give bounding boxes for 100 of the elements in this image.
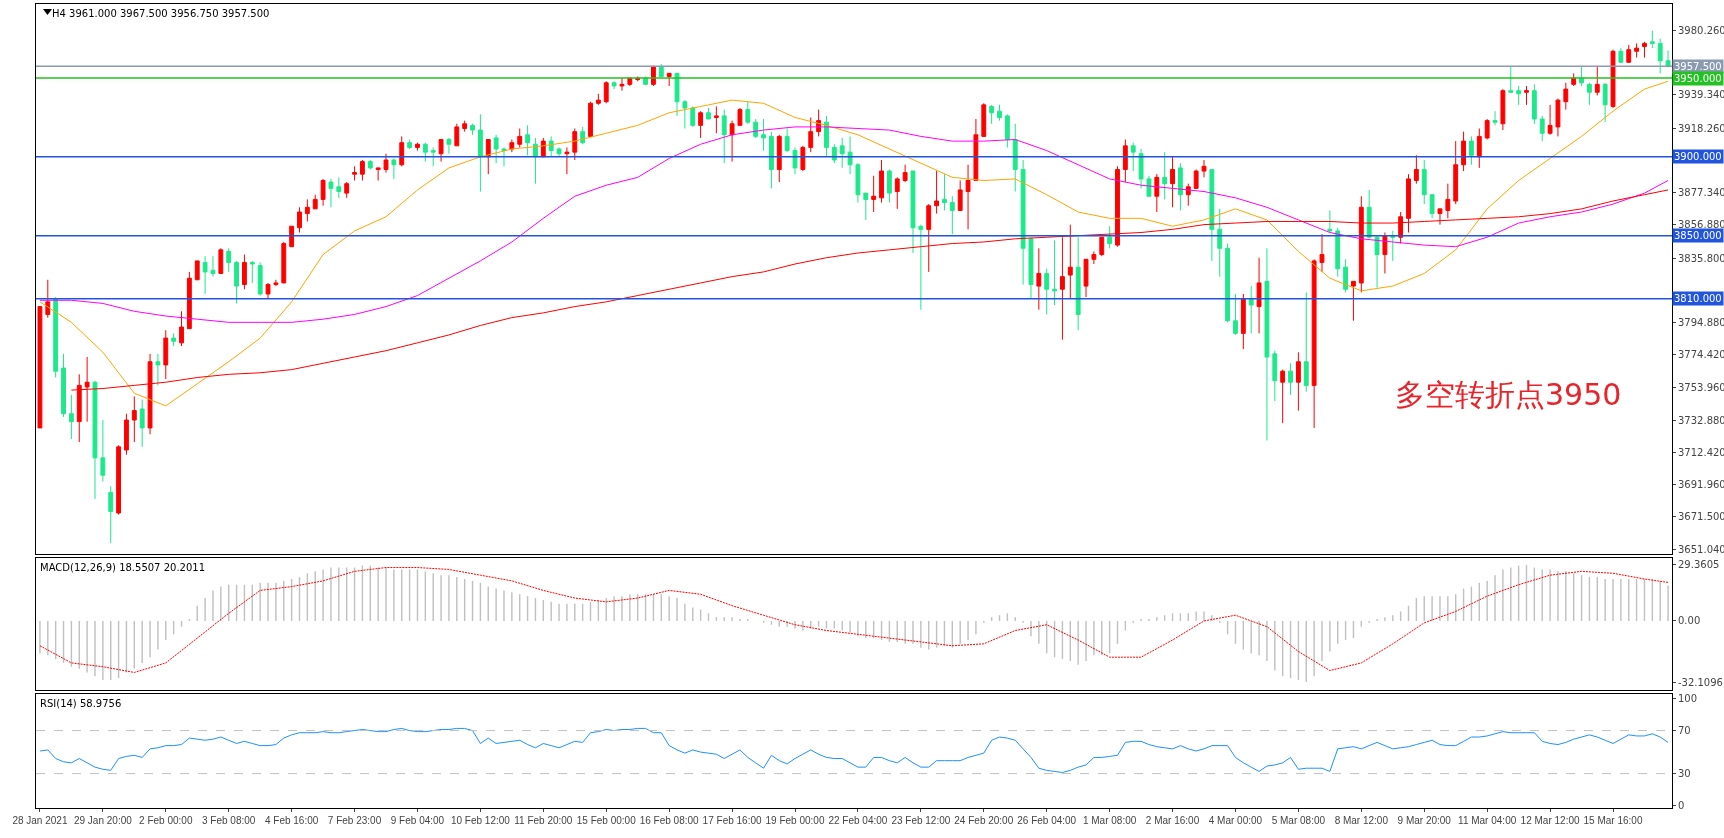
candlestick: [1217, 208, 1223, 278]
candlestick: [194, 260, 200, 281]
candlestick: [784, 128, 790, 153]
candlestick: [375, 167, 381, 181]
candlestick: [249, 260, 255, 284]
candlestick: [721, 109, 727, 164]
candlestick: [1130, 142, 1136, 172]
candlestick: [1248, 285, 1254, 334]
candlestick: [1358, 195, 1364, 293]
candlestick: [761, 118, 766, 152]
candlestick: [1319, 233, 1325, 273]
candlestick: [603, 80, 609, 104]
candlestick: [855, 162, 861, 204]
candlestick: [564, 146, 570, 175]
candlestick: [997, 104, 1002, 122]
candlestick: [698, 110, 704, 139]
candlestick: [422, 142, 428, 163]
candlestick: [61, 353, 66, 418]
candlestick: [1343, 258, 1349, 293]
candlestick: [1209, 168, 1215, 262]
ref-line-label: 3900.000: [1674, 151, 1722, 162]
candlestick: [226, 247, 232, 273]
candlestick: [1642, 41, 1647, 59]
candlestick: [1052, 239, 1057, 306]
candlestick: [792, 146, 798, 175]
x-tick-label: 28 Jan 2021: [12, 815, 68, 826]
candlestick: [1657, 38, 1663, 74]
candlestick: [1044, 268, 1050, 315]
candlestick: [1311, 258, 1317, 429]
candlestick: [407, 139, 413, 150]
candlestick: [352, 165, 357, 181]
candlestick: [588, 101, 593, 137]
candlestick: [470, 123, 475, 136]
candlestick: [800, 145, 806, 172]
x-tick-label: 15 Mar 16:00: [1583, 815, 1643, 826]
candlestick: [1374, 235, 1380, 289]
ref-line-label: 3950.000: [1674, 73, 1722, 84]
candlestick: [1618, 47, 1624, 63]
candlestick: [454, 123, 460, 147]
candlestick: [1461, 131, 1466, 172]
candlestick: [171, 332, 177, 347]
candlestick: [68, 394, 74, 440]
candlestick: [336, 176, 342, 199]
candlestick: [745, 101, 751, 125]
candlestick: [525, 124, 531, 156]
candlestick: [179, 310, 184, 347]
candlestick: [1429, 194, 1435, 219]
candlestick: [1295, 351, 1301, 412]
x-tick-label: 4 Feb 16:00: [264, 815, 319, 826]
candlestick: [304, 198, 310, 222]
candlestick: [1398, 211, 1404, 245]
candlestick: [202, 255, 208, 295]
x-tick-label: 16 Feb 08:00: [639, 815, 700, 826]
candlestick: [981, 102, 987, 137]
candlestick: [1288, 362, 1293, 396]
candlestick: [1421, 159, 1427, 205]
candlestick: [1366, 189, 1372, 240]
candlestick: [847, 135, 853, 175]
candlestick: [1453, 140, 1459, 205]
candlestick: [973, 118, 979, 181]
y-tick-label: 30: [1678, 768, 1691, 780]
x-tick-label: 26 Feb 04:00: [1017, 815, 1077, 826]
candlestick: [1500, 88, 1506, 131]
candlestick: [383, 153, 389, 174]
candlestick: [706, 107, 711, 120]
candlestick: [116, 444, 122, 516]
candlestick: [1445, 183, 1451, 219]
x-tick-label: 7 Feb 23:00: [327, 815, 382, 826]
x-tick-label: 29 Jan 20:00: [73, 815, 133, 826]
candlestick: [124, 413, 129, 456]
candlestick: [1075, 236, 1081, 331]
candlestick: [957, 180, 963, 211]
candlestick: [1563, 82, 1569, 111]
candlestick: [910, 170, 916, 254]
line-series: [39, 126, 1669, 323]
candlestick: [1508, 66, 1514, 93]
candlestick: [297, 206, 302, 234]
candlestick: [572, 128, 578, 161]
x-tick-label: 1 Mar 08:00: [1082, 815, 1137, 826]
candlestick: [273, 279, 279, 287]
candlestick: [1303, 291, 1309, 393]
ref-line-label: 3850.000: [1674, 230, 1722, 241]
candlestick: [1107, 225, 1113, 249]
candlestick: [1539, 115, 1545, 142]
x-tick-label: 19 Feb 00:00: [765, 815, 825, 826]
candlestick: [344, 181, 350, 199]
candlestick: [1437, 208, 1443, 226]
candlestick: [926, 203, 932, 273]
candlestick: [234, 260, 239, 304]
chart-title: RSI(14) 58.9756: [40, 698, 122, 709]
candlestick: [1382, 232, 1388, 274]
candlestick: [438, 139, 444, 163]
candlestick: [1067, 224, 1073, 300]
candlestick: [753, 118, 759, 139]
ref-line-label: 3810.000: [1674, 293, 1722, 304]
x-tick-label: 9 Feb 04:00: [390, 815, 445, 826]
candlestick: [1626, 44, 1632, 63]
y-tick-label: 0.00: [1678, 615, 1701, 627]
candlestick: [155, 353, 161, 386]
y-tick-label: 100: [1678, 692, 1698, 704]
